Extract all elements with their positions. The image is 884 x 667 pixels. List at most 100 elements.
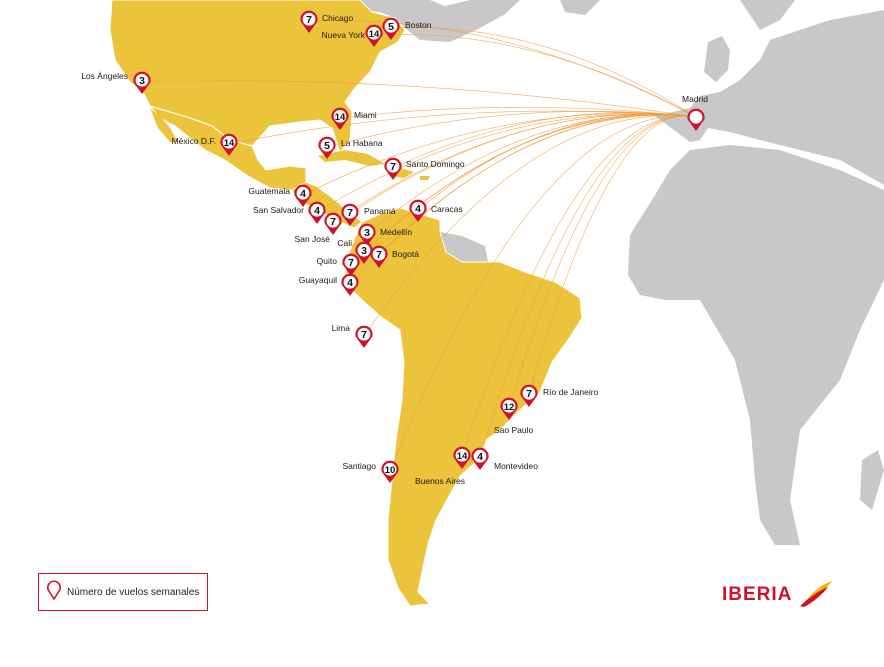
city-label: San José [295, 234, 331, 244]
pin-inner-circle [344, 255, 358, 269]
legend-label: Número de vuelos semanales [67, 586, 200, 598]
flight-routes [141, 20, 697, 472]
city-label: Madrid [682, 94, 708, 104]
destination-pin-bogota[interactable]: 7 Bogotá [370, 245, 419, 268]
city-label: Panamá [364, 206, 396, 216]
weekly-flights-count: 5 [324, 140, 330, 152]
city-label: Santo Domingo [406, 159, 465, 169]
destination-pin-santo-domingo[interactable]: 7 Santo Domingo [384, 157, 465, 180]
destination-pin-los-angeles[interactable]: 3 Los Ángeles [81, 71, 151, 94]
pin-inner-circle [320, 138, 334, 152]
destination-pin-quito[interactable]: 7 Quito [317, 253, 360, 276]
land-europe [655, 10, 884, 185]
destination-pin-la-habana[interactable]: 5 La Habana [318, 136, 383, 159]
land-africa [628, 145, 884, 545]
route-line-santo-domingo [392, 112, 697, 169]
destination-pin-buenos-aires[interactable]: 14 Buenos Aires [415, 446, 471, 486]
weekly-flights-count: 7 [306, 14, 312, 26]
pin-inner-circle [386, 159, 400, 173]
route-line-buenos-aires [461, 115, 697, 458]
land-uk [704, 36, 730, 82]
weekly-flights-count: 4 [347, 277, 353, 289]
route-line-nueva-york [373, 34, 697, 118]
city-label: Nueva York [322, 30, 366, 40]
land-scandinavia [740, 0, 795, 30]
land-served [109, 0, 583, 607]
route-line-boston [390, 27, 697, 118]
route-line-caracas [417, 113, 697, 211]
route-line-lima [363, 115, 697, 337]
route-line-guayaquil [349, 114, 697, 285]
hub-pin-madrid[interactable]: Madrid [682, 94, 708, 131]
weekly-flights-count: 14 [457, 451, 468, 462]
pin-inner-circle [333, 109, 347, 123]
land-madagascar [860, 450, 884, 510]
destination-pin-boston[interactable]: 5 Boston [382, 17, 432, 40]
pin-inner-circle [357, 327, 371, 341]
city-label: Bogotá [392, 249, 419, 259]
weekly-flights-count: 14 [335, 112, 346, 123]
destination-pin-chicago[interactable]: 7 Chicago [300, 10, 353, 33]
land-south-america [345, 207, 583, 607]
destination-pin-rio-de-janeiro[interactable]: 7 Río de Janeiro [520, 384, 599, 407]
weekly-flights-count: 14 [224, 138, 235, 149]
map-pin-icon [47, 580, 61, 605]
weekly-flights-count: 3 [364, 227, 370, 239]
iberia-logo: IBERIA [722, 578, 852, 612]
iberia-wordmark: IBERIA [722, 584, 793, 605]
pin-inner-circle [502, 399, 516, 413]
pin-inner-circle [302, 12, 316, 26]
city-label: Río de Janeiro [543, 387, 599, 397]
weekly-flights-count: 7 [347, 207, 353, 219]
city-label: Guayaquil [299, 275, 337, 285]
city-label: San Salvador [253, 205, 304, 215]
land-usa [109, 0, 406, 154]
weekly-flights-count: 10 [385, 465, 396, 476]
city-label: Boston [405, 20, 432, 30]
weekly-flights-count: 7 [348, 257, 354, 269]
pin-inner-circle [372, 247, 386, 261]
weekly-flights-count: 7 [390, 161, 396, 173]
destination-pin-san-jose[interactable]: 7 San José [295, 212, 342, 244]
destination-pin-medellin[interactable]: 3 Medellín [358, 223, 412, 246]
route-line-santiago [389, 115, 697, 472]
weekly-flights-count: 14 [369, 29, 380, 40]
destination-pin-cali[interactable]: 3 Cali [337, 238, 373, 264]
weekly-flights-count: 4 [314, 205, 320, 217]
route-line-montevideo [479, 115, 697, 459]
destination-pin-panama[interactable]: 7 Panamá [341, 203, 396, 226]
destination-pin-guatemala[interactable]: 4 Guatemala [248, 184, 312, 207]
route-line-miami [339, 106, 697, 119]
city-label: Sao Paulo [494, 425, 533, 435]
destination-pin-san-salvador[interactable]: 4 San Salvador [253, 201, 326, 224]
city-label: Quito [317, 256, 338, 266]
destination-pin-sao-paulo[interactable]: 12 Sao Paulo [494, 397, 533, 435]
land-canada [118, 0, 520, 42]
pin-inner-circle [522, 386, 536, 400]
city-label: Buenos Aires [415, 476, 465, 486]
weekly-flights-count: 7 [376, 249, 382, 261]
destination-pin-guayaquil[interactable]: 4 Guayaquil [299, 273, 359, 296]
route-line-chicago [308, 20, 697, 118]
pin-inner-circle [411, 201, 425, 215]
weekly-flights-count: 7 [330, 216, 336, 228]
city-label: Caracas [431, 204, 463, 214]
pin-inner-circle [473, 449, 487, 463]
land-guianas [440, 232, 488, 262]
destination-pin-miami[interactable]: 14 Miami [331, 107, 377, 130]
city-label: Medellín [380, 227, 412, 237]
destination-pin-lima[interactable]: 7 Lima [332, 323, 373, 348]
destination-pin-montevideo[interactable]: 4 Montevideo [471, 447, 538, 471]
route-line-rio-de-janeiro [528, 115, 697, 396]
city-label: Santiago [342, 461, 376, 471]
pin-inner-circle [384, 19, 398, 33]
destination-pin-mexico-d-f[interactable]: 14 México D.F. [172, 133, 238, 156]
pin-inner-circle [383, 462, 397, 476]
legend: Número de vuelos semanales [38, 573, 208, 611]
city-label: Cali [337, 238, 352, 248]
iberia-wing-icon [798, 579, 834, 612]
destination-pin-santiago[interactable]: 10 Santiago [342, 460, 399, 483]
destination-pin-caracas[interactable]: 4 Caracas [409, 199, 463, 222]
